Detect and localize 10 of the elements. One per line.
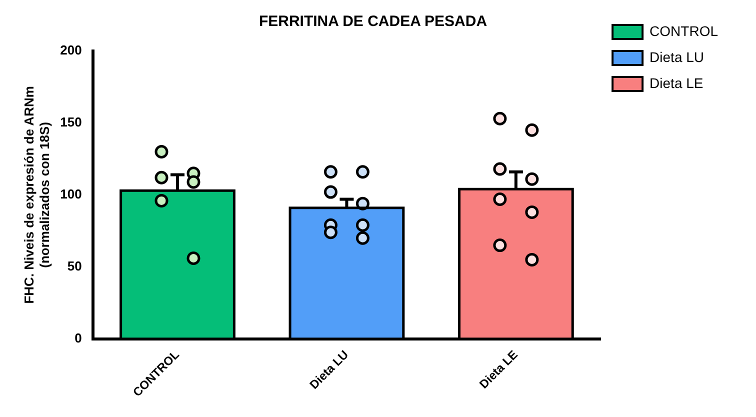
y-axis-title: FHC. Niveis de expresión de ARNm (normalizados con 18S): [21, 86, 52, 304]
y-tick-label: 100: [60, 186, 82, 202]
legend-label: Dieta LE: [650, 74, 704, 91]
legend-label: CONTROL: [650, 22, 718, 39]
y-tick-label: 200: [60, 42, 82, 58]
chart-title: FERRITINA DE CADEA PESADA: [258, 13, 488, 30]
y-tick-label: 50: [67, 258, 82, 274]
y-tick-label: 150: [60, 114, 82, 130]
y-tick-label: 0: [74, 330, 82, 346]
legend-label: Dieta LU: [650, 48, 704, 65]
